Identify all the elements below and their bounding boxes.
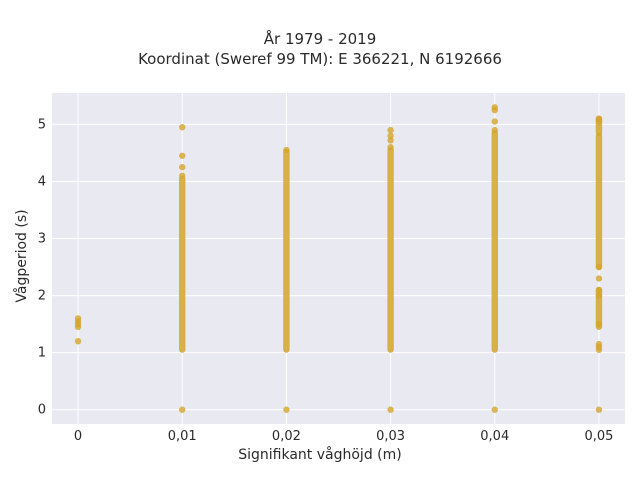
data-point: [595, 340, 603, 348]
data-point: [491, 118, 498, 125]
data-point: [283, 146, 290, 154]
data-point: [74, 338, 82, 345]
data-point: [595, 292, 603, 299]
y-tick-label: 1: [38, 346, 46, 361]
y-tick-label: 2: [38, 289, 46, 304]
data-point: [595, 115, 603, 122]
y-tick-label: 5: [38, 117, 46, 132]
data-point: [283, 406, 290, 413]
data-point-cluster: [179, 175, 186, 353]
data-point-cluster: [595, 132, 603, 271]
y-axis-label: Vågperiod (s): [14, 209, 30, 303]
y-tick-label: 4: [38, 174, 46, 189]
data-point: [179, 124, 186, 131]
chart-title: År 1979 - 2019: [263, 30, 377, 48]
data-point-cluster: [283, 148, 290, 353]
data-point: [179, 406, 186, 413]
data-point: [387, 137, 394, 144]
data-point: [179, 152, 186, 159]
x-tick-label: 0,02: [272, 429, 301, 444]
data-point: [595, 406, 603, 413]
data-point: [179, 163, 186, 171]
data-point: [387, 144, 394, 151]
data-point: [491, 406, 498, 413]
data-point-cluster: [491, 129, 498, 353]
data-point: [387, 406, 394, 413]
x-tick-label: 0,01: [168, 429, 197, 444]
y-tick-label: 3: [38, 232, 46, 247]
data-point: [74, 315, 82, 322]
data-point: [595, 320, 603, 328]
x-tick-label: 0,04: [480, 429, 509, 444]
data-point: [491, 126, 498, 134]
x-tick-label: 0,03: [376, 429, 405, 444]
y-tick-label: 0: [38, 403, 46, 418]
data-point: [595, 275, 603, 282]
plot-background: [52, 93, 625, 424]
chart-subtitle: Koordinat (Sweref 99 TM): E 366221, N 61…: [138, 50, 502, 68]
data-point: [595, 263, 603, 271]
data-point: [387, 126, 394, 134]
data-point-cluster: [387, 147, 394, 353]
x-tick-label: 0: [74, 429, 82, 444]
data-point: [179, 172, 186, 179]
data-point: [595, 286, 603, 294]
data-point: [387, 132, 394, 140]
data-point: [491, 104, 498, 111]
x-axis-label: Signifikant våghöjd (m): [238, 447, 402, 463]
x-tick-label: 0,05: [584, 429, 613, 444]
